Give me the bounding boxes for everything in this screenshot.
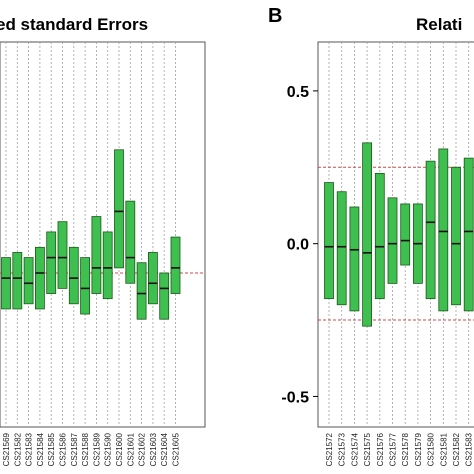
box — [336, 191, 347, 306]
y-tick-label: 0.5 — [287, 84, 309, 101]
x-tick-label: CS21578 — [401, 432, 410, 466]
box — [362, 142, 373, 327]
x-tick-label: CS21577 — [389, 432, 398, 466]
box — [35, 246, 45, 310]
x-tick-label: CS21574 — [350, 432, 359, 466]
x-tick-label: CS21587 — [70, 432, 79, 466]
x-tick-label: CS21605 — [172, 432, 181, 466]
box — [23, 257, 34, 305]
box — [170, 236, 181, 294]
x-tick-label: CS21572 — [325, 432, 334, 466]
x-tick-label: CS21586 — [59, 432, 68, 466]
x-tick-label: CS21579 — [414, 432, 423, 466]
x-tick-label: CS21582 — [452, 432, 461, 466]
box — [125, 200, 136, 284]
box — [438, 148, 449, 312]
x-tick-label: CS21601 — [126, 432, 135, 466]
x-tick-label: CS21575 — [363, 432, 372, 466]
x-tick-label: CS21569 — [2, 432, 11, 466]
box — [147, 252, 158, 305]
box — [102, 231, 113, 300]
x-tick-label: CS21604 — [160, 432, 169, 466]
x-tick-label: CS21584 — [36, 432, 45, 466]
x-tick-label: CS21590 — [104, 432, 113, 466]
box — [136, 262, 147, 320]
box — [159, 272, 170, 320]
panel-b-frame — [317, 41, 474, 428]
x-tick-label: CS21581 — [439, 432, 448, 466]
x-tick-label: CS21582 — [13, 432, 22, 466]
box — [463, 157, 474, 312]
y-tick-label: -0.5 — [281, 389, 309, 406]
x-tick-label: CS21588 — [81, 432, 90, 466]
x-tick-label: CS21573 — [338, 432, 347, 466]
box — [349, 206, 360, 312]
x-tick-label: CS21589 — [92, 432, 101, 466]
y-tick-label: 0.0 — [287, 237, 309, 254]
panel-b-letter: B — [268, 5, 282, 27]
panel-a-frame — [0, 41, 206, 428]
box — [425, 160, 436, 300]
box — [114, 149, 124, 269]
x-tick-label: CS21576 — [376, 432, 385, 466]
x-tick-label: CS21600 — [115, 432, 124, 466]
box — [451, 166, 461, 306]
box — [324, 182, 334, 300]
x-tick-label: CS21580 — [427, 432, 436, 466]
box — [1, 257, 11, 310]
box — [46, 231, 57, 294]
x-tick-label: CS21583 — [25, 432, 34, 466]
box — [12, 252, 23, 310]
panel-b: B Relati 0.50.0-0.5 CS21572 CS21573 CS2157… — [268, 5, 474, 466]
box — [91, 216, 102, 294]
panel-a-title: ed standard Errors — [0, 15, 148, 34]
box — [68, 246, 79, 305]
x-tick-label: CS21585 — [47, 432, 56, 466]
box — [374, 172, 385, 300]
box — [57, 221, 68, 289]
panel-a: ed standard Errors CS21569 CS21582 CS21583… — [0, 15, 206, 466]
box — [400, 203, 411, 266]
box — [80, 257, 90, 315]
panel-b-title: Relati — [416, 15, 462, 34]
x-tick-label: CS21603 — [149, 432, 158, 466]
box — [387, 197, 398, 284]
x-tick-label: CS21583 — [465, 432, 474, 466]
x-tick-label: CS21602 — [138, 432, 147, 466]
